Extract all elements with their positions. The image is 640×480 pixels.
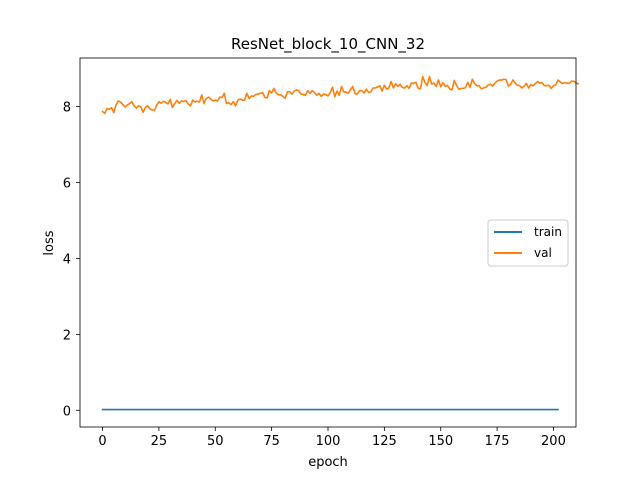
y-axis-label: loss (42, 230, 57, 255)
y-axis: 0 2 4 6 8 (63, 101, 80, 419)
x-tick-label: 25 (151, 434, 168, 449)
legend-label-train: train (534, 225, 562, 239)
x-tick-label: 100 (316, 434, 341, 449)
y-tick-label: 8 (63, 101, 71, 116)
plot-series (101, 75, 580, 411)
y-tick-label: 4 (63, 252, 71, 267)
x-tick-label: 125 (372, 434, 397, 449)
y-tick-label: 6 (63, 177, 71, 192)
x-tick-label: 200 (541, 434, 566, 449)
legend-label-val: val (534, 246, 552, 260)
x-tick-label: 150 (428, 434, 453, 449)
series-line-val (101, 75, 580, 115)
y-tick-label: 2 (63, 328, 71, 343)
x-tick-label: 50 (207, 434, 224, 449)
x-axis-label: epoch (308, 455, 348, 470)
x-tick-label: 0 (98, 434, 106, 449)
legend: train val (487, 219, 569, 267)
chart-title: ResNet_block_10_CNN_32 (231, 35, 425, 54)
x-tick-label: 75 (263, 434, 280, 449)
y-tick-label: 0 (63, 404, 71, 419)
x-axis: 0 25 50 75 100 125 150 175 200 (98, 427, 566, 449)
x-tick-label: 175 (485, 434, 510, 449)
